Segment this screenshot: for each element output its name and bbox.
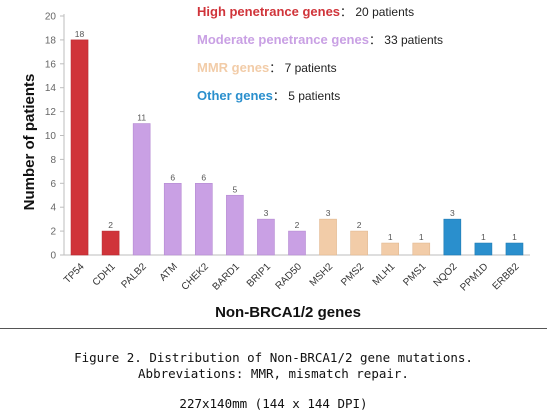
y-tick-label: 8 [50, 155, 56, 166]
legend-entry-mmr: MMR genes： 7 patients [197, 60, 337, 75]
x-tick-label: MSH2 [308, 261, 336, 289]
bar-tp54 [70, 39, 89, 256]
x-tick-label: ERBB2 [491, 261, 522, 292]
bar-value-label: 11 [137, 113, 146, 123]
bar-value-label: 1 [481, 232, 486, 242]
x-tick-label: BRIP1 [245, 261, 274, 290]
bar-chart: 0 2 4 6 8 10 12 14 16 18 20 18 2 11 6 6 5 3 2 3 2 1 1 3 1 1 TP54… [21, 4, 530, 321]
bar-value-label: 1 [512, 232, 517, 242]
bar-value-label: 3 [326, 208, 331, 218]
legend-label: High penetrance genes [197, 4, 340, 19]
x-tick-labels: TP54 CDH1 PALB2 ATM CHEK2 BARD1 BRIP1 RAD50 MSH2… [62, 261, 522, 293]
bar-atm [163, 183, 182, 256]
x-tick-label: ATM [158, 261, 180, 283]
figure-caption: Figure 2. Distribution of Non-BRCA1/2 ge… [74, 350, 473, 365]
bar-pms1 [412, 242, 431, 256]
y-axis: 0 2 4 6 8 10 12 14 16 18 20 [45, 12, 65, 262]
figure-dimensions: 227x140mm (144 x 144 DPI) [179, 396, 368, 411]
y-tick-label: 20 [45, 12, 57, 23]
y-tick-label: 16 [45, 59, 57, 70]
bar-palb2 [132, 123, 151, 256]
x-tick-label: PMS2 [339, 261, 366, 288]
x-tick-label: CHEK2 [180, 261, 212, 293]
bar-value-label: 2 [357, 220, 362, 230]
y-tick-label: 18 [45, 35, 57, 46]
bar-pms2 [350, 230, 368, 256]
bar-cdh1 [101, 230, 120, 256]
y-tick-label: 6 [50, 179, 56, 190]
legend-entry-other: Other genes： 5 patients [197, 88, 340, 103]
bar-value-label: 2 [295, 220, 300, 230]
bar-value-label: 18 [75, 29, 85, 39]
x-tick-label: MLH1 [371, 261, 398, 288]
bar-erbb2 [505, 242, 524, 256]
y-tick-label: 2 [50, 227, 56, 238]
x-tick-label: RAD50 [274, 261, 305, 292]
bar-rad50 [288, 230, 306, 256]
bar-nqo2 [443, 218, 462, 256]
y-tick-label: 12 [45, 107, 57, 118]
bar-ppm1d [474, 242, 493, 256]
bar-bard1 [226, 194, 244, 256]
x-tick-label: PMS1 [401, 261, 428, 288]
legend-entry-high: High penetrance genes： 20 patients [197, 4, 414, 19]
legend: High penetrance genes： 20 patients Modera… [197, 4, 443, 103]
bar-value-label: 3 [264, 208, 269, 218]
bar-value-label: 5 [232, 184, 237, 194]
bar-value-label: 1 [388, 232, 393, 242]
bar-value-label: 1 [419, 232, 424, 242]
y-axis-label: Number of patients [21, 74, 38, 211]
legend-label: Other genes [197, 88, 273, 103]
bar-msh2 [319, 218, 337, 256]
bar-brip1 [257, 218, 275, 256]
y-tick-label: 14 [45, 83, 57, 94]
x-tick-label: PALB2 [120, 261, 150, 291]
bar-chek2 [195, 183, 213, 256]
x-tick-label: CDH1 [91, 261, 118, 288]
legend-entry-moderate: Moderate penetrance genes： 33 patients [197, 32, 443, 47]
x-tick-label: BARD1 [211, 261, 243, 293]
x-axis-label: Non-BRCA1/2 genes [215, 304, 361, 321]
x-tick-label: PPM1D [458, 261, 490, 293]
x-tick-label: NQO2 [432, 261, 460, 289]
y-tick-label: 4 [50, 203, 56, 214]
y-tick-label: 0 [50, 251, 56, 262]
legend-count: ： 20 patients [340, 5, 414, 19]
bar-mlh1 [381, 242, 400, 256]
bar-value-label: 6 [170, 172, 175, 182]
bar-value-label: 3 [450, 208, 455, 218]
bar-value-label: 2 [108, 220, 113, 230]
legend-count: ： 33 patients [369, 33, 443, 47]
legend-count: ： 5 patients [273, 89, 340, 103]
legend-label: MMR genes [197, 60, 269, 75]
y-tick-label: 10 [45, 131, 57, 142]
legend-count: ： 7 patients [269, 61, 336, 75]
x-tick-label: TP54 [62, 261, 87, 286]
bar-value-label: 6 [201, 172, 206, 182]
legend-label: Moderate penetrance genes [197, 32, 369, 47]
figure-separator [0, 328, 547, 329]
figure-abbreviations: Abbreviations: MMR, mismatch repair. [138, 366, 409, 381]
bars [70, 39, 524, 256]
